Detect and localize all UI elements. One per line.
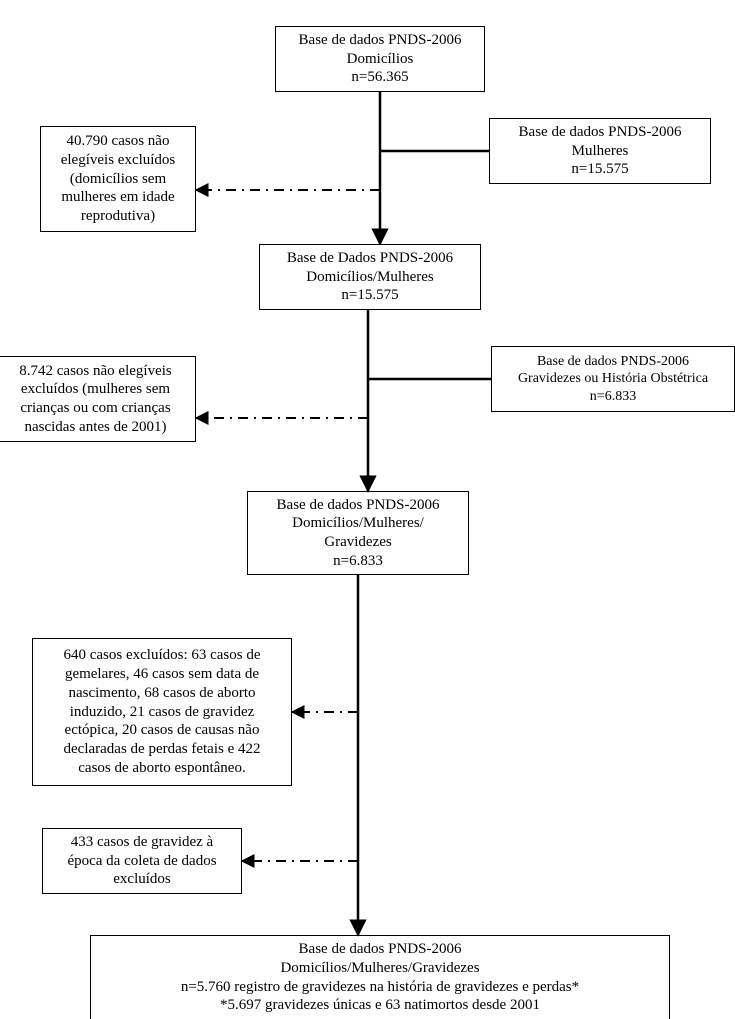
text-line: 640 casos excluídos: 63 casos de bbox=[63, 646, 260, 665]
text-line: Domicílios/Mulheres bbox=[306, 268, 434, 287]
text-line: Base de dados PNDS-2006 bbox=[277, 496, 440, 515]
text-line: declaradas de perdas fetais e 422 bbox=[64, 740, 261, 759]
text-line: n=15.575 bbox=[571, 160, 628, 179]
text-line: induzido, 21 casos de gravidez bbox=[70, 703, 255, 722]
node-db-dom-mulh-grav: Base de dados PNDS-2006 Domicílios/Mulhe… bbox=[247, 491, 469, 575]
text-line: excluídos bbox=[113, 870, 171, 889]
text-line: reprodutiva) bbox=[81, 207, 155, 226]
text-line: casos de aborto espontâneo. bbox=[78, 759, 245, 778]
text-line: n=6.833 bbox=[590, 388, 636, 406]
text-line: gemelares, 46 casos sem data de bbox=[65, 665, 259, 684]
text-line: Base de dados PNDS-2006 bbox=[299, 940, 462, 959]
text-line: 8.742 casos não elegíveis bbox=[19, 362, 171, 381]
text-line: Mulheres bbox=[572, 142, 629, 161]
node-db-dom-mulheres: Base de Dados PNDS-2006 Domicílios/Mulhe… bbox=[259, 244, 481, 310]
text-line: Gravidezes ou História Obstétrica bbox=[518, 370, 708, 388]
text-line: Domicílios bbox=[347, 50, 414, 69]
text-line: n=5.760 registro de gravidezes na histór… bbox=[181, 978, 579, 997]
text-line: Base de dados PNDS-2006 bbox=[519, 123, 682, 142]
text-line: n=56.365 bbox=[351, 68, 408, 87]
node-db-final: Base de dados PNDS-2006 Domicílios/Mulhe… bbox=[90, 935, 670, 1019]
text-line: época da coleta de dados bbox=[67, 852, 216, 871]
node-excl-433: 433 casos de gravidez à época da coleta … bbox=[42, 828, 242, 894]
node-excl-640: 640 casos excluídos: 63 casos de gemelar… bbox=[32, 638, 292, 786]
text-line: (domicílios sem bbox=[70, 170, 166, 189]
node-excl-8742: 8.742 casos não elegíveis excluídos (mul… bbox=[0, 356, 196, 442]
text-line: excluídos (mulheres sem bbox=[21, 380, 170, 399]
text-line: Base de dados PNDS-2006 bbox=[299, 31, 462, 50]
text-line: ectópica, 20 casos de causas não bbox=[65, 721, 260, 740]
text-line: nascimento, 68 casos de aborto bbox=[68, 684, 255, 703]
text-line: n=6.833 bbox=[333, 552, 383, 571]
text-line: *5.697 gravidezes únicas e 63 natimortos… bbox=[220, 996, 540, 1015]
text-line: mulheres em idade bbox=[61, 188, 174, 207]
flowchart-container: Base de dados PNDS-2006 Domicílios n=56.… bbox=[0, 0, 735, 1019]
node-db-gravidezes-side: Base de dados PNDS-2006 Gravidezes ou Hi… bbox=[491, 346, 735, 412]
node-db-domicilios: Base de dados PNDS-2006 Domicílios n=56.… bbox=[275, 26, 485, 92]
text-line: n=15.575 bbox=[341, 286, 398, 305]
text-line: 40.790 casos não bbox=[67, 132, 170, 151]
text-line: nascidas antes de 2001) bbox=[24, 418, 166, 437]
text-line: elegíveis excluídos bbox=[61, 151, 176, 170]
text-line: 433 casos de gravidez à bbox=[71, 833, 213, 852]
text-line: Gravidezes bbox=[324, 533, 391, 552]
text-line: Base de dados PNDS-2006 bbox=[537, 353, 689, 371]
text-line: Domicílios/Mulheres/ bbox=[292, 514, 424, 533]
node-db-mulheres-side: Base de dados PNDS-2006 Mulheres n=15.57… bbox=[489, 118, 711, 184]
text-line: crianças ou com crianças bbox=[20, 399, 170, 418]
node-excl-40790: 40.790 casos não elegíveis excluídos (do… bbox=[40, 126, 196, 232]
text-line: Domicílios/Mulheres/Gravidezes bbox=[280, 959, 479, 978]
text-line: Base de Dados PNDS-2006 bbox=[287, 249, 453, 268]
